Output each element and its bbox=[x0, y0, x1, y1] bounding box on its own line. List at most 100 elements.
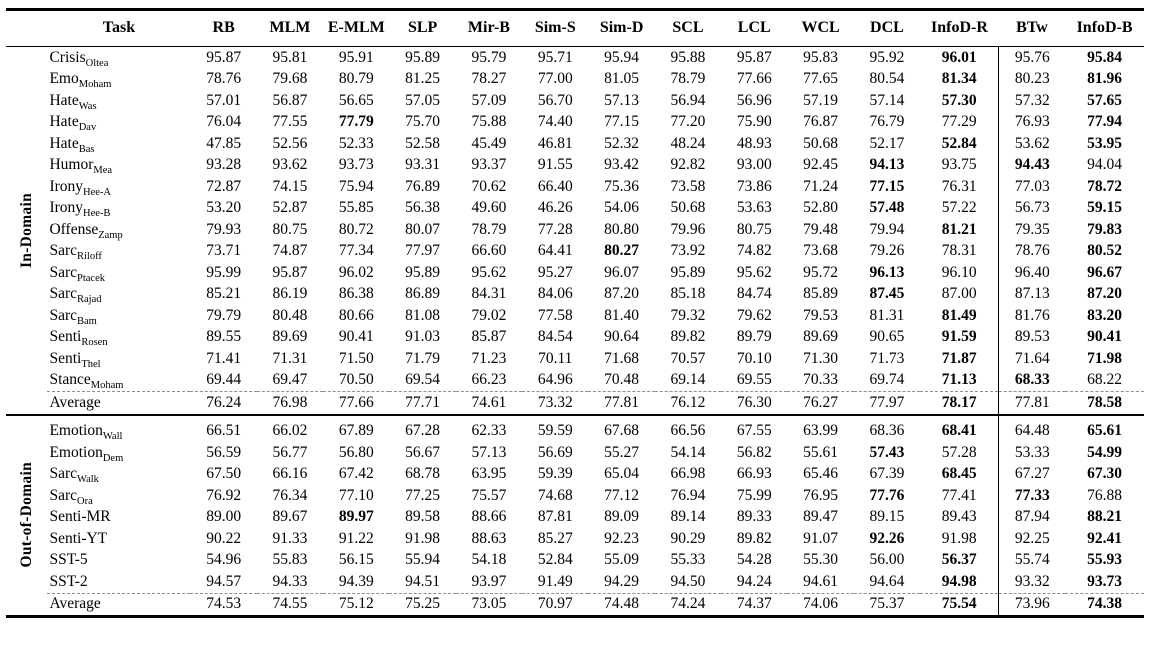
metric-value: 86.38 bbox=[338, 285, 374, 303]
metric-value: 52.32 bbox=[604, 134, 640, 152]
metric-value: 62.33 bbox=[455, 413, 523, 442]
task-label-subscript: Hee-A bbox=[83, 186, 112, 198]
metric-value: 95.62 bbox=[736, 263, 772, 281]
metric-value: 81.21 bbox=[941, 220, 977, 238]
metric-value: 50.68 bbox=[670, 199, 706, 217]
metric-value: 66.23 bbox=[471, 371, 507, 389]
metric-value: 77.25 bbox=[405, 486, 441, 504]
task-label-subscript: Rosen bbox=[81, 337, 108, 349]
metric-value: 71.31 bbox=[272, 349, 308, 367]
metric-value: 95.99 bbox=[206, 263, 242, 281]
task-label: HateWas bbox=[49, 91, 97, 112]
task-label: OffenseZamp bbox=[49, 220, 123, 241]
metric-value: 93.42 bbox=[604, 156, 640, 174]
metric-value: 77.76 bbox=[869, 486, 905, 504]
metric-value: 76.27 bbox=[787, 391, 854, 415]
metric-value: 74.53 bbox=[190, 592, 257, 615]
metric-value: 71.24 bbox=[803, 177, 839, 195]
metric-value: 55.74 bbox=[998, 549, 1066, 571]
metric-value: 68.36 bbox=[853, 413, 921, 442]
metric-value: 50.68 bbox=[803, 134, 839, 152]
metric-value: 64.96 bbox=[537, 371, 573, 389]
metric-value: 57.09 bbox=[471, 91, 507, 109]
metric-value: 91.07 bbox=[803, 529, 839, 547]
metric-value: 89.15 bbox=[869, 508, 905, 526]
table-row: SarcRajad 85.21 86.19 86.38 86.89 84.31 84.06 8… bbox=[6, 283, 1144, 306]
task-label: SentiRosen bbox=[49, 328, 108, 349]
metric-value: 95.87 bbox=[272, 263, 308, 281]
metric-value: 80.79 bbox=[338, 70, 374, 88]
metric-value: 93.37 bbox=[471, 156, 507, 174]
metric-value: 48.93 bbox=[736, 134, 772, 152]
task-label-subscript: Dav bbox=[78, 122, 97, 134]
metric-value: 70.33 bbox=[803, 371, 839, 389]
metric-value: 70.48 bbox=[604, 371, 640, 389]
metric-value: 76.95 bbox=[803, 486, 839, 504]
metric-value: 57.28 bbox=[941, 443, 977, 461]
column-header-mlm: MLM bbox=[256, 11, 324, 47]
metric-value: 79.02 bbox=[471, 306, 507, 324]
metric-value: 96.02 bbox=[338, 263, 374, 281]
task-label-subscript: Thel bbox=[81, 358, 101, 370]
metric-value: 56.70 bbox=[537, 91, 573, 109]
metric-value: 73.86 bbox=[736, 177, 772, 195]
metric-value: 77.15 bbox=[869, 177, 905, 195]
metric-value: 52.87 bbox=[272, 199, 308, 217]
metric-value: 52.56 bbox=[272, 134, 308, 152]
metric-value: 76.12 bbox=[654, 391, 722, 415]
metric-value: 96.10 bbox=[941, 263, 977, 281]
metric-value: 54.14 bbox=[670, 443, 706, 461]
metric-value: 69.44 bbox=[206, 371, 242, 389]
metric-value: 79.48 bbox=[803, 220, 839, 238]
metric-value: 92.45 bbox=[803, 156, 839, 174]
metric-value: 67.68 bbox=[588, 413, 655, 442]
metric-value: 93.73 bbox=[1087, 572, 1123, 590]
metric-value: 52.33 bbox=[338, 134, 374, 152]
metric-value: 71.98 bbox=[1087, 349, 1123, 367]
metric-value: 68.33 bbox=[998, 369, 1066, 392]
metric-value: 76.98 bbox=[256, 391, 324, 415]
metric-value: 81.96 bbox=[1087, 70, 1123, 88]
task-label: EmotionWall bbox=[47, 413, 191, 442]
metric-value: 66.56 bbox=[654, 413, 722, 442]
metric-value: 56.94 bbox=[670, 91, 706, 109]
metric-value: 59.59 bbox=[522, 413, 589, 442]
metric-value: 91.98 bbox=[941, 529, 977, 547]
metric-value: 90.65 bbox=[869, 328, 905, 346]
table-row: HumorMea 93.28 93.62 93.73 93.31 93.37 91.55 93… bbox=[6, 154, 1144, 176]
metric-value: 80.75 bbox=[272, 220, 308, 238]
table-row: Senti-MR 89.00 89.67 89.97 89.58 88.66 87.81 89… bbox=[6, 506, 1144, 528]
metric-value: 89.47 bbox=[803, 508, 839, 526]
task-label: HateDav bbox=[49, 113, 97, 134]
metric-value: 91.59 bbox=[941, 328, 977, 346]
metric-value: 67.28 bbox=[389, 413, 456, 442]
metric-value: 57.14 bbox=[869, 91, 905, 109]
metric-value: 86.89 bbox=[405, 285, 441, 303]
metric-value: 80.66 bbox=[338, 306, 374, 324]
metric-value: 85.18 bbox=[670, 285, 706, 303]
metric-value: 91.03 bbox=[405, 328, 441, 346]
metric-value: 68.22 bbox=[1087, 371, 1123, 389]
metric-value: 84.31 bbox=[471, 285, 507, 303]
metric-value: 53.33 bbox=[998, 442, 1066, 464]
metric-value: 93.97 bbox=[471, 572, 507, 590]
metric-value: 74.82 bbox=[736, 242, 772, 260]
column-header-e-mlm: E-MLM bbox=[323, 11, 390, 47]
metric-value: 74.15 bbox=[272, 177, 308, 195]
table-row: IronyHee-A 72.87 74.15 75.94 76.89 70.62 66.40… bbox=[6, 176, 1144, 198]
metric-value: 68.41 bbox=[920, 413, 999, 442]
task-label: SarcRajad bbox=[49, 285, 102, 306]
metric-value: 95.71 bbox=[537, 48, 573, 66]
metric-value: 89.09 bbox=[604, 508, 640, 526]
metric-value: 56.82 bbox=[736, 443, 772, 461]
metric-value: 46.26 bbox=[537, 199, 573, 217]
metric-value: 67.27 bbox=[998, 463, 1066, 485]
metric-value: 55.09 bbox=[604, 551, 640, 569]
metric-value: 78.76 bbox=[206, 70, 242, 88]
metric-value: 88.21 bbox=[1087, 508, 1123, 526]
metric-value: 77.55 bbox=[272, 113, 308, 131]
task-label: HateBas bbox=[49, 134, 95, 155]
metric-value: 74.55 bbox=[256, 592, 324, 615]
metric-value: 77.33 bbox=[998, 485, 1066, 507]
metric-value: 74.24 bbox=[654, 592, 722, 615]
